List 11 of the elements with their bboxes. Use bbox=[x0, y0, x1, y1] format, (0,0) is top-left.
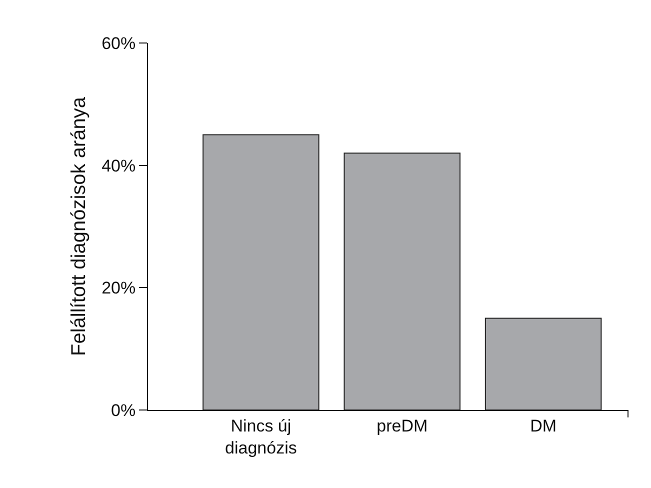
x-tick-label: preDM bbox=[376, 416, 428, 436]
bar bbox=[344, 152, 460, 410]
y-axis-title: Felállított diagnózisok aránya bbox=[68, 96, 90, 356]
x-tick-label: Nincs új diagnózis bbox=[225, 416, 297, 458]
y-tick-label: 20% bbox=[102, 278, 136, 298]
bar bbox=[484, 318, 602, 410]
y-tick-label: 40% bbox=[102, 156, 136, 176]
y-tick-label: 0% bbox=[111, 400, 136, 420]
bar bbox=[202, 134, 320, 410]
x-tick-label: DM bbox=[530, 416, 557, 436]
y-tick-label: 60% bbox=[102, 34, 136, 53]
